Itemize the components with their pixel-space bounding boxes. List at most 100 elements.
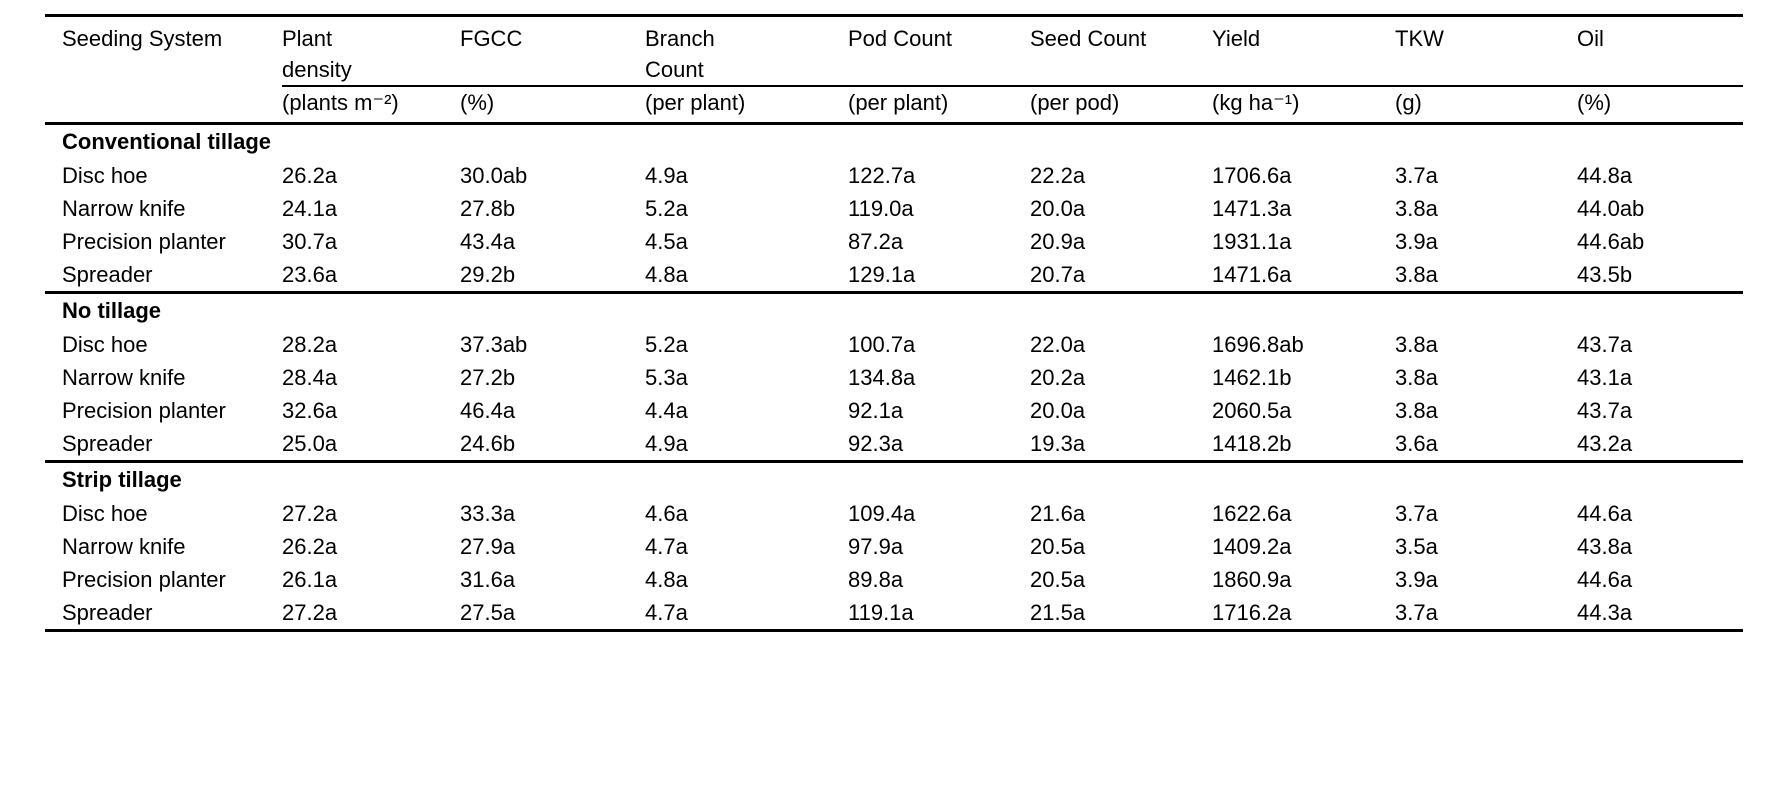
value-cell: 97.9a [848,534,904,559]
value-cell: 3.7a [1395,163,1438,188]
value-cell: 43.4a [460,229,516,254]
table-body: Conventional tillage Disc hoe 26.2a 30.0ab 4… [45,124,1743,632]
value-cell: 31.6a [460,567,516,592]
row-label: Spreader [45,258,282,294]
value-cell: 109.4a [848,501,916,526]
value-cell: 27.5a [460,596,645,632]
section-row-no-tillage: No tillage [45,293,1743,329]
value-cell: 20.5a [1030,534,1086,559]
value-cell: 30.0ab [460,163,528,188]
value-cell: 92.3a [848,427,1030,463]
value-cell: 1622.6a [1212,501,1292,526]
value-cell: 43.7a [1577,332,1633,357]
value-cell: 33.3a [460,501,516,526]
value-cell: 1471.3a [1212,196,1292,221]
col-header-label: TKW [1395,26,1444,51]
value-cell: 2060.5a [1212,398,1292,423]
row-label: Narrow knife [62,365,186,390]
col-unit-fgcc: (%) [460,86,645,125]
value-cell: 1696.8ab [1212,332,1304,357]
value-cell: 46.4a [460,398,516,423]
col-header-label: Branch Count [645,26,715,82]
col-header-seed-count: Seed Count [1030,15,1212,87]
col-header-plant-density: Plant density [282,15,460,87]
value-cell: 119.0a [848,196,914,221]
value-cell: 22.0a [1030,332,1086,357]
results-table-container: Seeding System Plant density FGCC Branch Co… [45,14,1788,632]
value-cell: 1931.1a [1212,229,1292,254]
value-cell: 3.8a [1395,398,1438,423]
value-cell: 23.6a [282,258,460,294]
row-label: Spreader [45,596,282,632]
value-cell: 87.2a [848,229,904,254]
value-cell: 119.1a [848,596,1030,632]
value-cell: 44.0ab [1577,196,1645,221]
value-cell: 20.2a [1030,365,1086,390]
value-cell: 3.9a [1395,567,1438,592]
col-header-label: FGCC [460,26,523,51]
value-cell: 21.5a [1030,596,1212,632]
value-cell: 21.6a [1030,501,1086,526]
value-cell: 44.8a [1577,163,1633,188]
value-cell: 24.6b [460,427,645,463]
col-unit-pod-count: (per plant) [848,86,1030,125]
col-unit-yield: (kg ha⁻¹) [1212,86,1395,125]
row-label: Disc hoe [62,332,148,357]
value-cell: 1462.1b [1212,365,1292,390]
table-row-conventional-tillage-disc-hoe: Disc hoe 26.2a 30.0ab 4.9a 122.7a 22.2a 1706.6… [45,159,1743,192]
value-cell: 27.9a [460,534,516,559]
table-row-conventional-tillage-precision-planter: Precision planter 30.7a 43.4a 4.5a 87.2a 20.9… [45,225,1743,258]
value-cell: 43.2a [1577,427,1743,463]
col-header-branch-count: Branch Count [645,15,848,87]
section-row-conventional-tillage: Conventional tillage [45,124,1743,160]
col-header-seeding-system: Seeding System [45,16,282,87]
col-unit-seed-count: (per pod) [1030,86,1212,125]
units-empty-cell [45,86,282,125]
col-header-oil: Oil [1577,15,1743,87]
table-row-no-tillage-spreader: Spreader 25.0a 24.6b 4.9a 92.3a 19.3a 1418.2b 3… [45,427,1743,463]
value-cell: 26.1a [282,567,338,592]
col-header-yield: Yield [1212,15,1395,87]
col-header-label: Seeding System [62,26,223,51]
value-cell: 134.8a [848,365,916,390]
value-cell: 29.2b [460,258,645,294]
row-label: Narrow knife [62,196,186,221]
value-cell: 5.2a [645,196,688,221]
value-cell: 5.3a [645,365,688,390]
value-cell: 4.9a [645,163,688,188]
value-cell: 92.1a [848,398,904,423]
col-unit-branch-count: (per plant) [645,86,848,125]
value-cell: 3.7a [1395,501,1438,526]
value-cell: 20.0a [1030,398,1086,423]
value-cell: 20.9a [1030,229,1086,254]
row-label: Precision planter [62,229,226,254]
table-row-conventional-tillage-narrow-knife: Narrow knife 24.1a 27.8b 5.2a 119.0a 20.0a 147… [45,192,1743,225]
row-label: Precision planter [62,567,226,592]
value-cell: 3.7a [1395,596,1577,632]
value-cell: 27.8b [460,196,516,221]
value-cell: 1418.2b [1212,427,1395,463]
section-title: No tillage [62,298,162,323]
value-cell: 4.7a [645,596,848,632]
value-cell: 4.7a [645,534,688,559]
value-cell: 30.7a [282,229,338,254]
table-row-conventional-tillage-spreader: Spreader 23.6a 29.2b 4.8a 129.1a 20.7a 1471.6a… [45,258,1743,294]
value-cell: 28.4a [282,365,338,390]
value-cell: 129.1a [848,258,1030,294]
value-cell: 1471.6a [1212,258,1395,294]
table-row-no-tillage-narrow-knife: Narrow knife 28.4a 27.2b 5.3a 134.8a 20.2a 146… [45,361,1743,394]
col-header-label: Pod Count [848,26,952,51]
value-cell: 1716.2a [1212,596,1395,632]
value-cell: 27.2b [460,365,516,390]
value-cell: 44.3a [1577,596,1743,632]
table-row-no-tillage-disc-hoe: Disc hoe 28.2a 37.3ab 5.2a 100.7a 22.0a 1696.8… [45,328,1743,361]
col-header-pod-count: Pod Count [848,15,1030,87]
col-header-label: Plant density [282,26,352,82]
value-cell: 20.5a [1030,567,1086,592]
col-unit-plant-density: (plants m⁻²) [282,86,460,125]
value-cell: 44.6a [1577,567,1633,592]
header-units-row: (plants m⁻²) (%) (per plant) (per plant) (pe… [45,86,1743,125]
value-cell: 44.6ab [1577,229,1645,254]
col-header-fgcc: FGCC [460,15,645,87]
row-label: Disc hoe [62,501,148,526]
